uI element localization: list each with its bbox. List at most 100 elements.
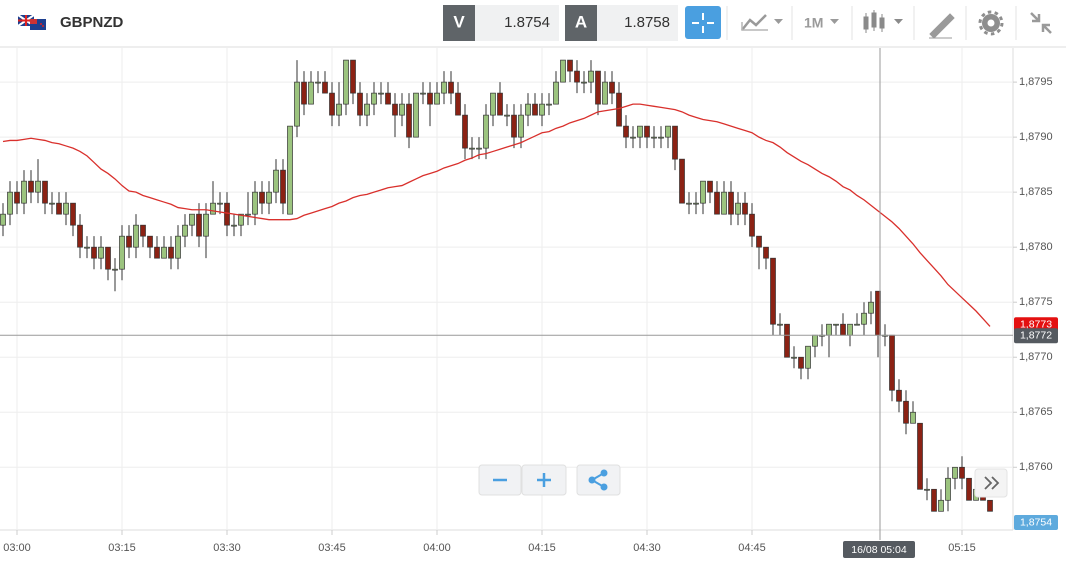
ask-button[interactable] xyxy=(565,5,597,41)
candle-body xyxy=(497,92,503,116)
x-tick-label: 04:45 xyxy=(738,542,766,554)
candle-body xyxy=(203,213,209,237)
candle-body xyxy=(343,59,349,105)
candle-body xyxy=(847,323,853,336)
candle-body xyxy=(14,191,20,204)
candle-body xyxy=(630,136,636,139)
candle-body xyxy=(721,191,727,215)
timeframe[interactable]: 1M xyxy=(804,15,823,31)
share-icon xyxy=(588,469,608,491)
crosshair-button[interactable] xyxy=(685,6,721,39)
candle-body xyxy=(28,180,34,193)
candle-body xyxy=(455,92,461,116)
candle-body xyxy=(378,92,384,95)
bid-box[interactable] xyxy=(475,5,559,41)
candle-body xyxy=(490,92,496,116)
candle-body xyxy=(714,191,720,215)
x-tick-label: 05:15 xyxy=(948,542,976,554)
candle-body xyxy=(112,268,118,271)
candle-body xyxy=(707,180,713,193)
candle-body xyxy=(294,81,300,127)
x-tick-label: 04:00 xyxy=(423,542,451,554)
candle-body xyxy=(210,202,216,215)
candle-body xyxy=(329,92,335,116)
price-label-box xyxy=(1014,328,1058,344)
indicator-button[interactable] xyxy=(741,14,783,31)
share-button[interactable] xyxy=(576,464,621,496)
candle-body xyxy=(903,400,909,424)
candle-body xyxy=(392,103,398,116)
candle-body xyxy=(728,191,734,215)
bid-price: 1.8754 xyxy=(504,14,550,31)
candle-body xyxy=(315,81,321,84)
candle-body xyxy=(588,70,594,83)
candle-body xyxy=(259,191,265,204)
candle-body xyxy=(98,246,104,259)
y-tick-label: 1,8790 xyxy=(1019,131,1053,143)
candle-body xyxy=(42,180,48,204)
candle-body xyxy=(910,411,916,424)
candle-body xyxy=(567,59,573,72)
candle-body xyxy=(35,180,41,193)
candle-body xyxy=(308,81,314,105)
candle-body xyxy=(399,103,405,116)
candle-body xyxy=(651,136,657,139)
candle-body xyxy=(105,246,111,270)
candle-body xyxy=(126,235,132,248)
candle-body xyxy=(196,213,202,237)
candle-body xyxy=(266,191,272,204)
candle-body xyxy=(147,235,153,248)
candle-body xyxy=(826,323,832,336)
candle-body xyxy=(504,114,510,117)
candle-body xyxy=(70,202,76,226)
candle-body xyxy=(700,180,706,204)
x-tick-label: 03:15 xyxy=(108,542,136,554)
candle-body xyxy=(217,202,223,205)
chart-type-button[interactable] xyxy=(863,10,903,33)
candle-body xyxy=(749,213,755,237)
drawing-tool-button[interactable] xyxy=(929,13,955,39)
candle-body xyxy=(511,114,517,138)
bid-button[interactable] xyxy=(443,5,475,41)
price-label: 1,8772 xyxy=(1020,330,1052,342)
candle-body xyxy=(406,103,412,138)
candle-body xyxy=(917,422,923,490)
collapse-button[interactable] xyxy=(1030,12,1052,34)
moving-average-line xyxy=(2,103,991,327)
zoom-in-icon xyxy=(537,473,551,487)
x-tick-label: 03:30 xyxy=(213,542,241,554)
candle-body xyxy=(763,246,769,259)
candle-body xyxy=(756,235,762,248)
price-label-box xyxy=(1014,515,1058,530)
candle-body xyxy=(336,103,342,116)
candle-body xyxy=(805,345,811,369)
candle-body xyxy=(133,224,139,248)
candle-body xyxy=(469,147,475,150)
candle-body xyxy=(77,224,83,248)
symbol: GBPNZD xyxy=(60,14,124,31)
plot-area xyxy=(0,59,1013,512)
candle-body xyxy=(140,224,146,237)
x-tick-label: 04:15 xyxy=(528,542,556,554)
scroll-to-end-icon xyxy=(984,476,1000,490)
candle-body xyxy=(224,202,230,226)
candle-body xyxy=(182,224,188,237)
candle-body xyxy=(581,81,587,84)
candle-body xyxy=(413,92,419,138)
header: GBPNZD V 1.8754 A 1.8758 1M xyxy=(0,0,1066,48)
candle-body xyxy=(553,81,559,105)
candle-body xyxy=(189,213,195,226)
candle-body xyxy=(525,103,531,116)
candle-body xyxy=(595,70,601,105)
candle-body xyxy=(560,59,566,83)
settings-button[interactable] xyxy=(978,10,1004,36)
candle-body xyxy=(322,81,328,94)
y-tick-label: 1,8765 xyxy=(1019,406,1053,418)
ask-box[interactable] xyxy=(597,5,678,41)
candle-body xyxy=(91,246,97,259)
crosshair-time: 16/08 05:04 xyxy=(851,544,907,556)
crosshair-time-box xyxy=(843,541,915,558)
candle-body xyxy=(7,191,13,215)
candle-body xyxy=(84,246,90,249)
